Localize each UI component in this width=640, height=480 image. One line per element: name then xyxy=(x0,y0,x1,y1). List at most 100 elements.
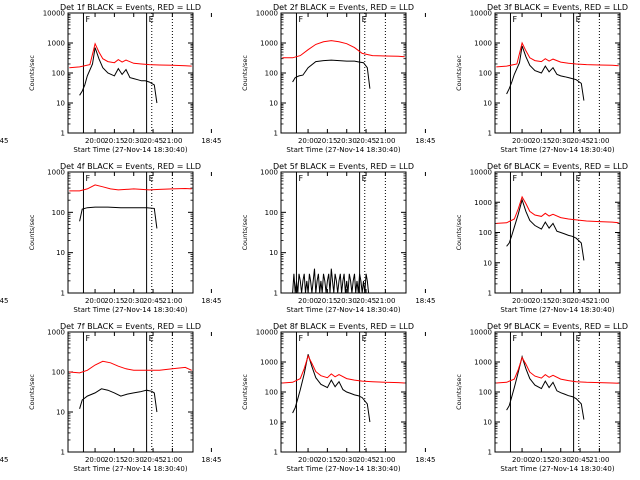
panel-det-8f: Det 8f BLACK = Events, RED = LLD Counts/s… xyxy=(201,322,414,473)
series-events-line xyxy=(79,47,158,104)
y-tick-label: 1 xyxy=(488,449,492,457)
panel-title: Det 9f BLACK = Events, RED = LLD xyxy=(487,322,628,331)
series-events-line xyxy=(292,354,371,423)
x-tick-label: 20:00 xyxy=(512,297,532,305)
y-tick-label: 1000 xyxy=(260,40,278,48)
x-tick-label: 20:15 xyxy=(104,297,124,305)
x-axis-label: Start Time (27-Nov-14 18:30:40) xyxy=(500,465,614,473)
marker-label: E xyxy=(149,174,154,183)
marker-label: E xyxy=(149,334,154,343)
x-tick-label: 20:15 xyxy=(531,456,551,464)
x-tick-label: 18:45 xyxy=(0,456,9,464)
y-tick-label: 10 xyxy=(269,419,278,427)
marker-label: F xyxy=(298,174,303,183)
series-lld-line xyxy=(69,360,192,374)
panel-title: Det 3f BLACK = Events, RED = LLD xyxy=(487,3,628,12)
y-tick-label: 10000 xyxy=(43,10,65,18)
marker-label: F xyxy=(85,334,90,343)
panel-title: Det 1f BLACK = Events, RED = LLD xyxy=(60,3,201,12)
y-tick-label: 1 xyxy=(488,130,492,138)
y-tick-label: 100 xyxy=(52,70,65,78)
x-tick-label: 20:00 xyxy=(298,297,318,305)
x-tick-label: 21:00 xyxy=(589,456,609,464)
x-tick-label: 20:15 xyxy=(104,456,124,464)
x-tick-label: 20:30 xyxy=(551,456,571,464)
x-tick-label: 20:15 xyxy=(104,137,124,145)
panel-title: Det 2f BLACK = Events, RED = LLD xyxy=(273,3,414,12)
x-tick-label: 21:00 xyxy=(162,137,182,145)
panel-det-4f: Det 4f BLACK = Events, RED = LLD Counts/s… xyxy=(0,162,201,314)
y-tick-label: 10 xyxy=(56,100,65,108)
series-events-line xyxy=(292,268,370,294)
x-tick-label: 20:45 xyxy=(143,137,163,145)
panel-title: Det 4f BLACK = Events, RED = LLD xyxy=(60,162,201,171)
x-tick-label: 18:45 xyxy=(415,297,435,305)
y-tick-label: 1 xyxy=(274,130,278,138)
y-tick-label: 1 xyxy=(61,449,65,457)
x-tick-label: 20:30 xyxy=(551,137,571,145)
x-tick-label: 21:00 xyxy=(375,456,395,464)
marker-label: F xyxy=(512,334,517,343)
x-tick-label: 20:15 xyxy=(531,297,551,305)
x-tick-label: 21:00 xyxy=(589,137,609,145)
x-tick-label: 20:30 xyxy=(337,137,357,145)
x-tick-label: 21:00 xyxy=(162,456,182,464)
marker-label: F xyxy=(512,174,517,183)
x-tick-label: 20:15 xyxy=(317,456,337,464)
panel-det-9f: Det 9f BLACK = Events, RED = LLD Counts/s… xyxy=(415,322,628,473)
y-tick-label: 10000 xyxy=(470,169,492,177)
y-axis-label: Counts/sec xyxy=(241,374,249,410)
x-tick-label: 21:00 xyxy=(375,297,395,305)
x-axis-label: Start Time (27-Nov-14 18:30:40) xyxy=(500,306,614,314)
y-tick-label: 100 xyxy=(265,209,278,217)
plot-frame xyxy=(494,331,621,453)
panel-det-7f: Det 7f BLACK = Events, RED = LLD Counts/s… xyxy=(0,322,201,473)
marker-label: E xyxy=(362,174,367,183)
panel-title: Det 7f BLACK = Events, RED = LLD xyxy=(60,322,201,331)
panel-title: Det 5f BLACK = Events, RED = LLD xyxy=(273,162,414,171)
y-tick-label: 1 xyxy=(274,290,278,298)
series-lld-line xyxy=(282,354,405,384)
marker-label: E xyxy=(576,334,581,343)
x-axis-label: Start Time (27-Nov-14 18:30:40) xyxy=(500,146,614,154)
marker-label: F xyxy=(298,334,303,343)
x-tick-label: 18:45 xyxy=(415,137,435,145)
y-tick-label: 10 xyxy=(269,249,278,257)
y-axis-label: Counts/sec xyxy=(455,374,463,410)
y-tick-label: 10000 xyxy=(256,329,278,337)
y-tick-label: 10 xyxy=(483,259,492,267)
y-axis-label: Counts/sec xyxy=(455,214,463,250)
x-tick-label: 20:00 xyxy=(512,456,532,464)
x-tick-label: 20:30 xyxy=(337,456,357,464)
x-tick-label: 20:00 xyxy=(85,137,105,145)
x-tick-label: 20:45 xyxy=(143,456,163,464)
y-tick-label: 10 xyxy=(483,419,492,427)
x-tick-label: 20:15 xyxy=(317,297,337,305)
x-tick-label: 20:45 xyxy=(356,456,376,464)
x-tick-label: 20:00 xyxy=(512,137,532,145)
y-tick-label: 10 xyxy=(56,409,65,417)
y-tick-label: 1000 xyxy=(260,169,278,177)
x-tick-label: 20:00 xyxy=(298,456,318,464)
x-tick-label: 20:45 xyxy=(143,297,163,305)
panel-title: Det 6f BLACK = Events, RED = LLD xyxy=(487,162,628,171)
y-tick-label: 1 xyxy=(274,449,278,457)
y-tick-label: 10000 xyxy=(256,10,278,18)
y-tick-label: 1000 xyxy=(474,40,492,48)
x-axis-label: Start Time (27-Nov-14 18:30:40) xyxy=(73,146,187,154)
x-tick-label: 21:00 xyxy=(375,137,395,145)
y-tick-label: 100 xyxy=(265,389,278,397)
plot-frame xyxy=(494,12,621,134)
x-axis-label: Start Time (27-Nov-14 18:30:40) xyxy=(286,146,400,154)
x-tick-label: 20:30 xyxy=(337,297,357,305)
x-axis-label: Start Time (27-Nov-14 18:30:40) xyxy=(286,465,400,473)
y-axis-label: Counts/sec xyxy=(28,214,36,250)
series-lld-line xyxy=(69,42,192,69)
y-tick-label: 100 xyxy=(479,389,492,397)
x-tick-label: 20:30 xyxy=(124,297,144,305)
marker-label: E xyxy=(576,15,581,24)
x-tick-label: 18:45 xyxy=(0,297,9,305)
y-tick-label: 1 xyxy=(61,130,65,138)
x-tick-label: 21:00 xyxy=(162,297,182,305)
